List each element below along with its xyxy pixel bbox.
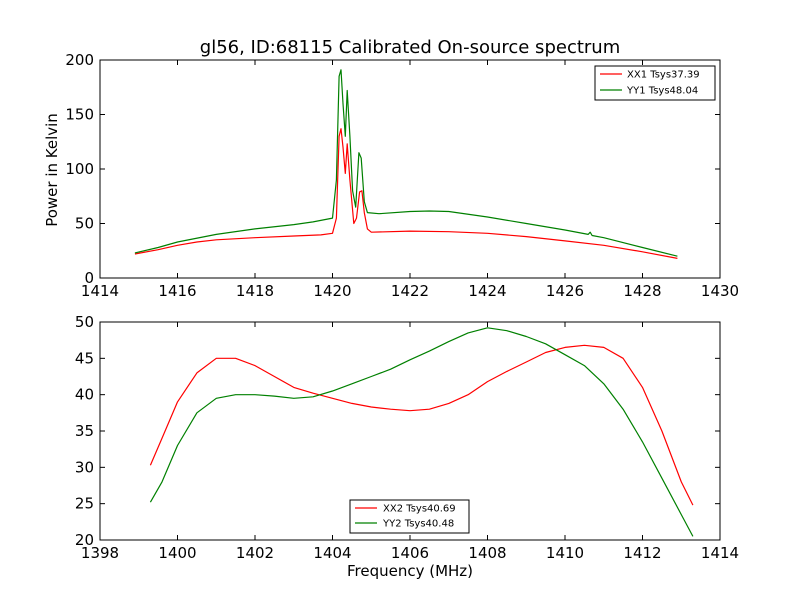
y-tick-label: 25 [75, 495, 94, 513]
x-tick-label: 1418 [236, 282, 274, 300]
chart-title: gl56, ID:68115 Calibrated On-source spec… [200, 37, 620, 58]
x-tick-label: 1398 [81, 544, 119, 562]
x-tick-label: 1420 [313, 282, 351, 300]
y-tick-label: 20 [75, 531, 94, 549]
legend-box [594, 65, 716, 101]
y-tick-label: 45 [75, 349, 94, 367]
y-tick-label: 150 [65, 106, 94, 124]
x-tick-label: 1430 [701, 282, 739, 300]
x-tick-label: 1414 [81, 282, 119, 300]
x-tick-label: 1412 [623, 544, 661, 562]
series-line-xx2 [149, 344, 694, 506]
legend-label-yy2: YY2 Tsys40.48 [382, 519, 454, 530]
axis-ticks: 1398 1400 1402 1404 1406 1408 1410 1412 1414 20 25… [75, 313, 739, 562]
y-tick-label: 0 [84, 269, 94, 287]
x-tick-label: 1416 [158, 282, 196, 300]
y-tick-label: 30 [75, 458, 94, 476]
legend-label-yy1: YY1 Tsys48.04 [626, 86, 698, 97]
y-tick-label: 50 [75, 313, 94, 331]
x-tick-label: 1404 [313, 544, 351, 562]
legend: XX1 Tsys37.39 YY1 Tsys48.04 [594, 65, 716, 101]
series-line-xx1 [134, 128, 678, 259]
x-tick-label: 1406 [391, 544, 429, 562]
top-spectrum-panel: Power in Kelvin 1414 1416 1418 1420 1422 1424… [43, 51, 739, 300]
plot-frame [99, 321, 721, 541]
x-tick-label: 1410 [546, 544, 584, 562]
y-tick-label: 200 [65, 51, 94, 69]
series-line-yy2 [149, 327, 694, 537]
y-tick-label: 40 [75, 386, 94, 404]
x-axis-label: Frequency (MHz) [347, 562, 473, 580]
plot-frame [99, 59, 721, 279]
y-tick-label: 35 [75, 422, 94, 440]
y-tick-label: 50 [75, 215, 94, 233]
x-tick-label: 1408 [468, 544, 506, 562]
legend-box [349, 499, 470, 534]
legend: XX2 Tsys40.69 YY2 Tsys40.48 [349, 499, 470, 534]
x-tick-label: 1400 [158, 544, 196, 562]
x-tick-label: 1428 [623, 282, 661, 300]
x-tick-label: 1426 [546, 282, 584, 300]
bottom-spectrum-panel: 1398 1400 1402 1404 1406 1408 1410 1412 1414 20 25… [75, 313, 739, 562]
x-tick-label: 1422 [391, 282, 429, 300]
series-line-yy1 [134, 69, 678, 257]
y-axis-label: Power in Kelvin [43, 113, 61, 227]
x-tick-label: 1414 [701, 544, 739, 562]
plot-lines [134, 69, 678, 259]
legend-label-xx2: XX2 Tsys40.69 [383, 504, 456, 515]
x-tick-label: 1424 [468, 282, 506, 300]
plot-lines [149, 327, 694, 537]
axis-ticks: 1414 1416 1418 1420 1422 1424 1426 1428 1430 0 50 1… [65, 51, 739, 300]
legend-label-xx1: XX1 Tsys37.39 [627, 70, 700, 81]
y-tick-label: 100 [65, 160, 94, 178]
x-tick-label: 1402 [236, 544, 274, 562]
